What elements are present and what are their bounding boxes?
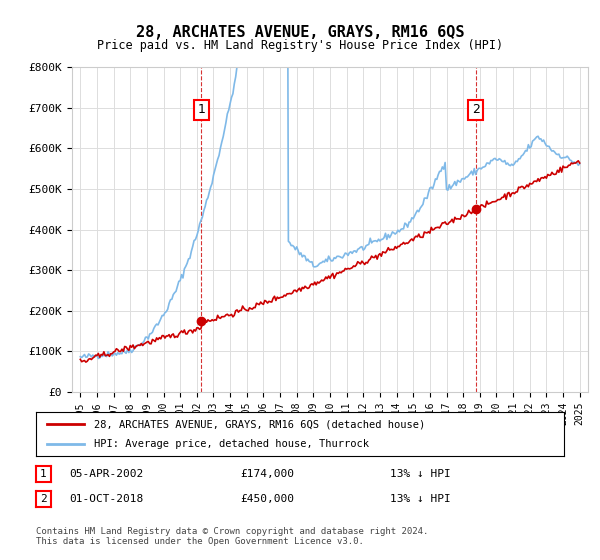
Text: 28, ARCHATES AVENUE, GRAYS, RM16 6QS (detached house): 28, ARCHATES AVENUE, GRAYS, RM16 6QS (de… bbox=[94, 419, 425, 429]
Text: 05-APR-2002: 05-APR-2002 bbox=[69, 469, 143, 479]
Text: HPI: Average price, detached house, Thurrock: HPI: Average price, detached house, Thur… bbox=[94, 439, 369, 449]
Text: 2: 2 bbox=[40, 494, 47, 504]
Text: 1: 1 bbox=[197, 104, 205, 116]
Text: 01-OCT-2018: 01-OCT-2018 bbox=[69, 494, 143, 504]
Text: £174,000: £174,000 bbox=[240, 469, 294, 479]
Text: 13% ↓ HPI: 13% ↓ HPI bbox=[390, 494, 451, 504]
Text: Price paid vs. HM Land Registry's House Price Index (HPI): Price paid vs. HM Land Registry's House … bbox=[97, 39, 503, 52]
Text: Contains HM Land Registry data © Crown copyright and database right 2024.
This d: Contains HM Land Registry data © Crown c… bbox=[36, 526, 428, 546]
Text: £450,000: £450,000 bbox=[240, 494, 294, 504]
Text: 1: 1 bbox=[40, 469, 47, 479]
Text: 2: 2 bbox=[472, 104, 479, 116]
Text: 13% ↓ HPI: 13% ↓ HPI bbox=[390, 469, 451, 479]
Text: 28, ARCHATES AVENUE, GRAYS, RM16 6QS: 28, ARCHATES AVENUE, GRAYS, RM16 6QS bbox=[136, 25, 464, 40]
